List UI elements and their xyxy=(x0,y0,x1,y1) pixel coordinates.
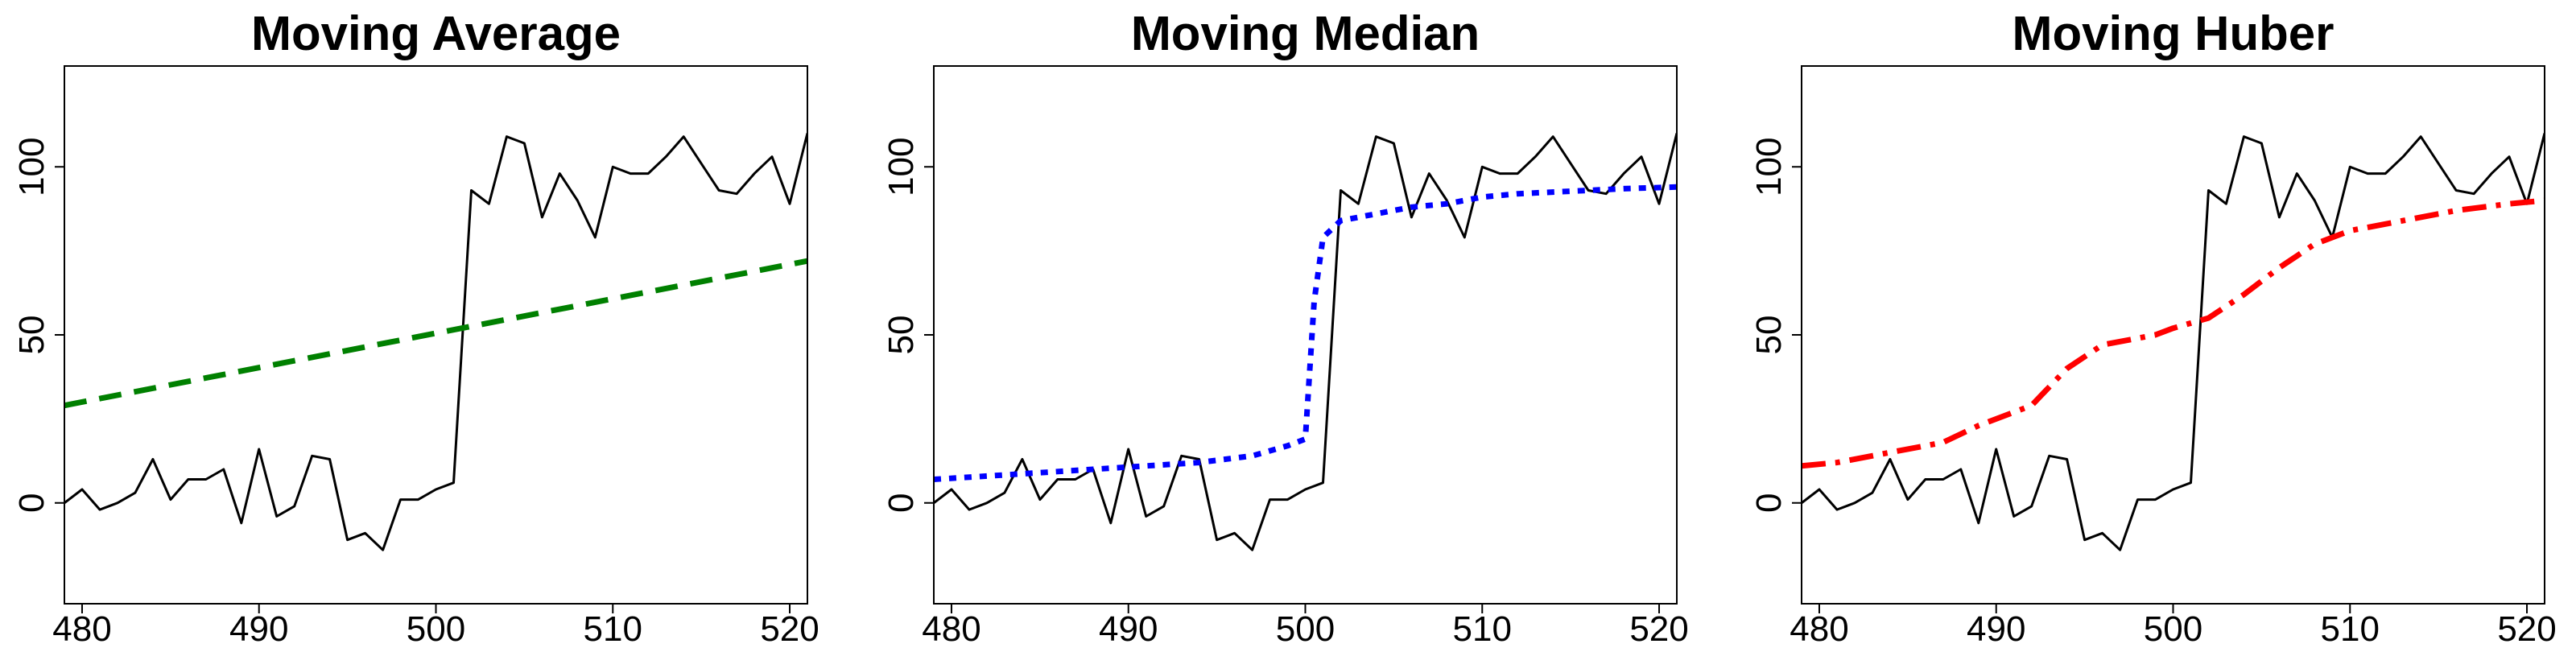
chart-title: Moving Median xyxy=(1131,6,1480,60)
chart-title: Moving Average xyxy=(251,6,621,60)
chart-panel-1: Moving Average 480 490 500 510 520 0 50 100 xyxy=(12,6,819,648)
x-tick-label: 490 xyxy=(229,609,288,644)
x-tick-label: 520 xyxy=(1629,609,1688,644)
x-tick-label: 520 xyxy=(760,609,819,644)
x-tick-label: 490 xyxy=(1967,609,2025,644)
chart-panel-2: Moving Median 480 490 500 510 520 0 50 100 xyxy=(881,6,1689,648)
chart-title: Moving Huber xyxy=(2013,6,2334,60)
y-tick-label: 100 xyxy=(12,138,52,196)
raw-series-line xyxy=(934,133,1677,551)
x-tick-label: 500 xyxy=(2144,609,2202,644)
y-tick-label: 50 xyxy=(881,316,921,355)
smoothed-series-line xyxy=(1802,197,2545,469)
plot-frame xyxy=(933,65,1678,605)
y-tick-label: 50 xyxy=(12,316,52,355)
smoothed-series-line xyxy=(64,258,807,409)
raw-series-line xyxy=(1802,133,2545,551)
x-tick-label: 510 xyxy=(1453,609,1512,644)
x-tick-label: 480 xyxy=(52,609,111,644)
y-tick-label: 50 xyxy=(1749,316,1789,355)
x-tick-label: 490 xyxy=(1099,609,1158,644)
y-tick-label: 100 xyxy=(881,138,921,196)
raw-series-line xyxy=(64,133,807,551)
x-tick-label: 510 xyxy=(2321,609,2380,644)
x-tick-label: 500 xyxy=(1276,609,1335,644)
x-tick-label: 480 xyxy=(922,609,980,644)
x-tick-label: 500 xyxy=(407,609,465,644)
plot-frame xyxy=(1801,65,2545,605)
y-tick-label: 0 xyxy=(881,493,921,513)
y-tick-label: 0 xyxy=(12,493,52,513)
x-tick-label: 520 xyxy=(2497,609,2556,644)
x-tick-label: 480 xyxy=(1790,609,1848,644)
plot-frame xyxy=(64,65,808,605)
y-tick-label: 0 xyxy=(1749,493,1789,513)
y-tick-label: 100 xyxy=(1749,138,1789,196)
x-tick-label: 510 xyxy=(584,609,642,644)
chart-panel-3: Moving Huber 480 490 500 510 520 0 50 100 xyxy=(1749,6,2557,648)
smoothed-series-line xyxy=(934,184,1677,482)
